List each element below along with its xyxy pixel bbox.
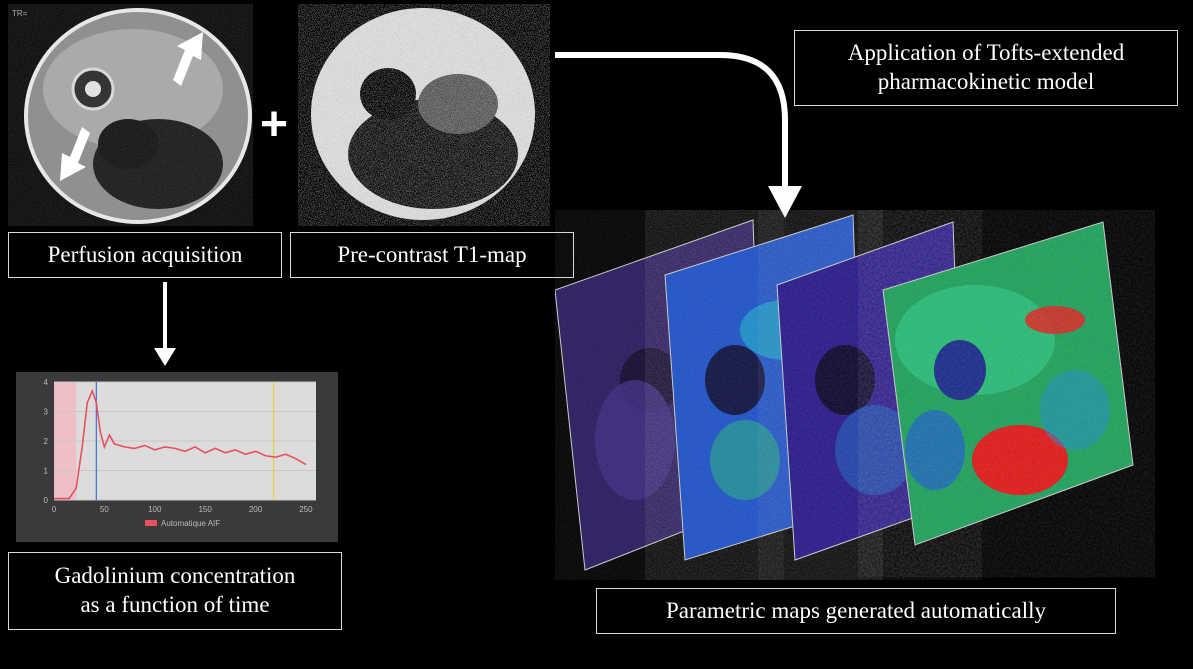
chart-svg: 0 1 2 3 4 0 50 100 150 200 250 Automatique AIF — [44, 378, 316, 528]
x-tick-label: 200 — [249, 505, 263, 514]
gadolinium-line1: Gadolinium concentration — [54, 563, 296, 589]
y-tick-label: 2 — [44, 437, 49, 446]
t1-map-text: Pre-contrast T1-map — [337, 241, 527, 267]
x-tick-label: 150 — [198, 505, 212, 514]
perfusion-acquisition-text: Perfusion acquisition — [47, 241, 243, 267]
curved-arrow-icon — [555, 52, 802, 218]
svg-text:TR=: TR= — [12, 9, 28, 18]
parametric-map-4 — [882, 221, 1134, 546]
x-tick-label: 100 — [148, 505, 162, 514]
y-tick-label: 3 — [44, 408, 49, 417]
x-tick-label: 0 — [52, 505, 57, 514]
y-tick-label: 1 — [44, 467, 49, 476]
gadolinium-label: Gadolinium concentration as a function o… — [8, 552, 342, 630]
down-arrow-icon — [154, 282, 176, 366]
legend-swatch — [145, 520, 157, 526]
plus-sign: + — [259, 98, 289, 151]
perfusion-acquisition-label: Perfusion acquisition — [8, 232, 282, 278]
parametric-maps — [555, 214, 1134, 571]
y-tick-label: 0 — [44, 496, 49, 505]
tofts-model-line1: Application of Tofts-extended — [847, 40, 1125, 66]
perfusion-mri-image: TR= — [8, 4, 253, 226]
white-arrow-icon — [60, 127, 90, 181]
tofts-model-label: Application of Tofts-extended pharmacoki… — [794, 30, 1178, 106]
white-arrow-icon — [173, 32, 203, 86]
gadolinium-chart: 0 1 2 3 4 0 50 100 150 200 250 Automatique AIF — [16, 372, 338, 542]
parametric-maps-text: Parametric maps generated automatically — [666, 597, 1046, 623]
t1-map-image — [298, 4, 550, 226]
y-tick-label: 4 — [44, 378, 49, 387]
parametric-maps-label: Parametric maps generated automatically — [596, 588, 1116, 634]
tofts-model-line2: pharmacokinetic model — [877, 69, 1095, 94]
gadolinium-line2: as a function of time — [80, 592, 270, 617]
x-tick-label: 50 — [100, 505, 109, 514]
legend-label: Automatique AIF — [161, 519, 220, 528]
t1-map-label: Pre-contrast T1-map — [290, 232, 574, 278]
series-line — [54, 388, 307, 500]
x-tick-label: 250 — [299, 505, 313, 514]
